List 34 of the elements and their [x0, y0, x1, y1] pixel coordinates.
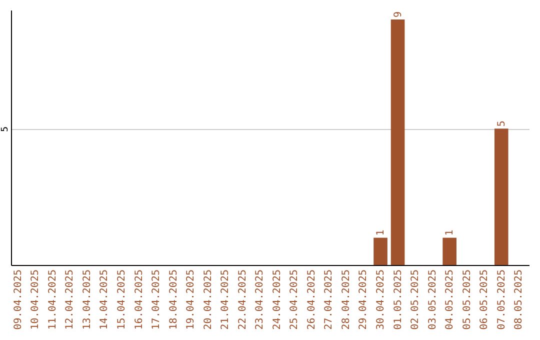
x-tick-label: 17.04.2025 [151, 270, 162, 330]
x-tick-label: 04.05.2025 [444, 270, 456, 330]
x-tick-label: 09.04.2025 [12, 270, 24, 330]
data-label: 1 [376, 230, 387, 236]
x-tick-label: 11.04.2025 [47, 270, 58, 330]
data-label: 9 [392, 12, 404, 18]
x-tick-label: 16.04.2025 [134, 270, 145, 330]
x-tick-label: 19.04.2025 [186, 270, 197, 330]
x-tick-label: 13.04.2025 [82, 270, 93, 330]
x-tick-label: 05.05.2025 [462, 270, 473, 330]
x-tick-label: 26.04.2025 [306, 270, 318, 330]
x-tick-label: 10.04.2025 [30, 270, 42, 330]
x-tick-label: 22.04.2025 [237, 270, 248, 330]
x-tick-label: 27.04.2025 [324, 270, 335, 330]
x-tick-label: 08.05.2025 [514, 270, 525, 330]
x-tick-label: 06.05.2025 [479, 270, 490, 330]
x-tick-label: 24.04.2025 [272, 270, 283, 330]
x-tick-label: 18.04.2025 [168, 270, 180, 330]
x-tick-label: 30.04.2025 [376, 270, 387, 330]
x-tick-label: 03.05.2025 [427, 270, 438, 330]
x-tick-label: 25.04.2025 [289, 270, 300, 330]
x-tick-label: 02.05.2025 [410, 270, 422, 330]
x-tick-label: 29.04.2025 [358, 270, 370, 330]
x-tick-label: 20.04.2025 [202, 270, 214, 330]
data-label: 1 [444, 230, 456, 236]
x-tick-label: 14.04.2025 [99, 270, 110, 330]
x-tick-label: 15.04.2025 [116, 270, 128, 330]
x-tick-label: 01.05.2025 [392, 270, 404, 330]
x-tick-label: 28.04.2025 [340, 270, 352, 330]
x-tick-label: 07.05.2025 [496, 270, 508, 330]
data-label: 5 [496, 120, 508, 127]
x-tick-label: 23.04.2025 [254, 270, 266, 330]
x-tick-label: 12.04.2025 [64, 270, 76, 330]
x-tick-label: 21.04.2025 [220, 270, 232, 330]
